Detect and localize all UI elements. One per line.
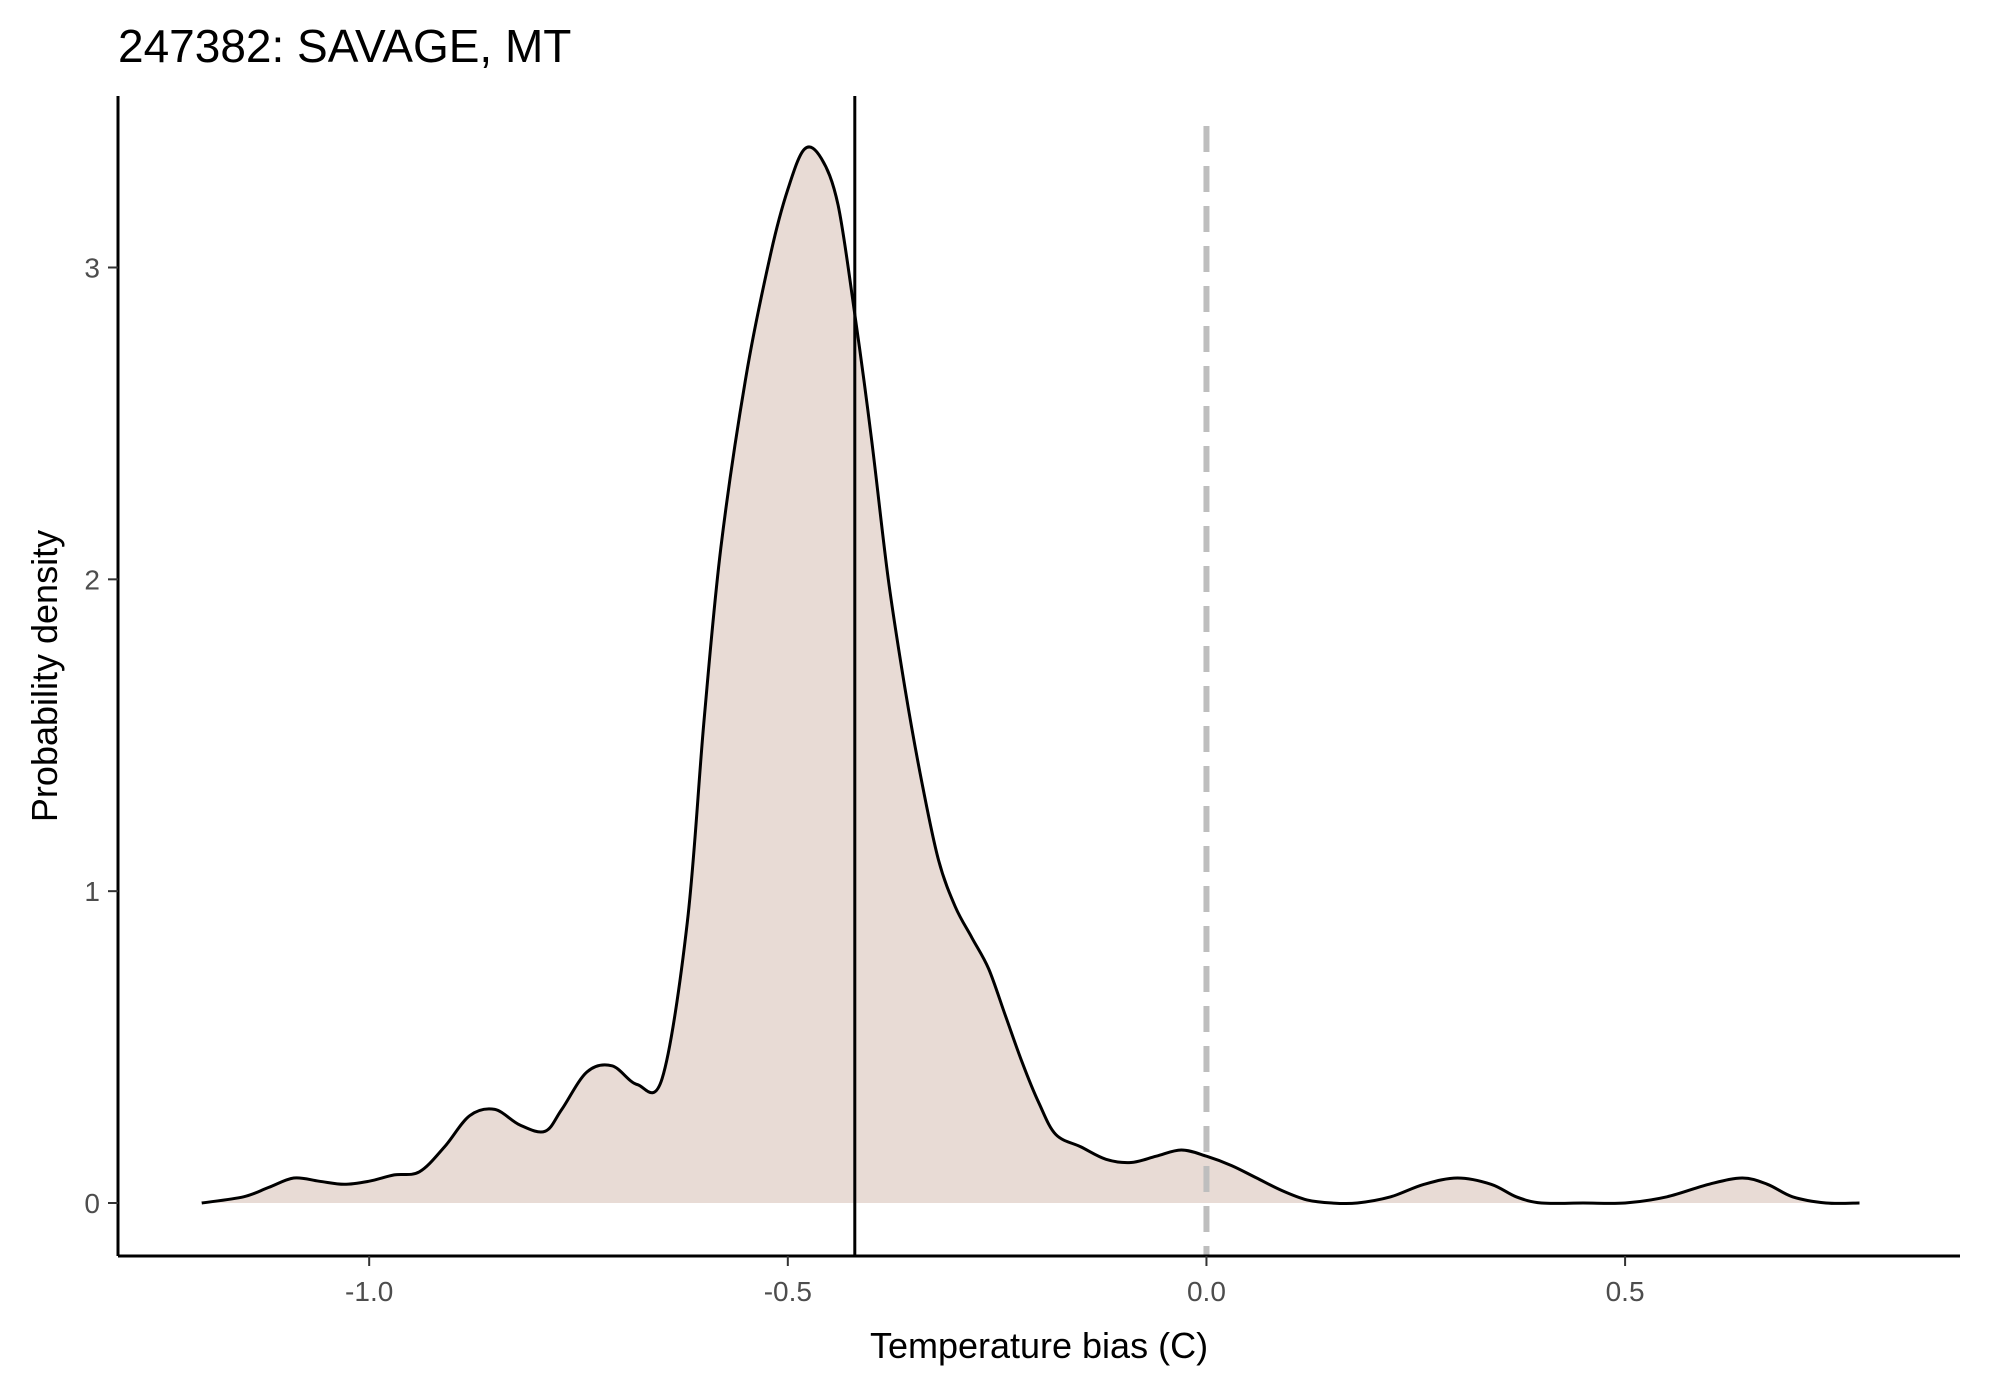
x-tick-label: 0.0	[1187, 1276, 1226, 1307]
y-tick-label: 3	[84, 253, 100, 284]
y-tick-label: 2	[84, 564, 100, 595]
x-tick-label: 0.5	[1606, 1276, 1645, 1307]
x-tick-label: -1.0	[345, 1276, 393, 1307]
x-axis-title: Temperature bias (C)	[870, 1325, 1208, 1366]
y-axis-title: Probability density	[24, 530, 65, 822]
x-axis-ticks: -1.0 -0.5 0.0 0.5	[345, 1256, 1645, 1307]
density-area-group	[201, 145, 1860, 1206]
chart-title: 247382: SAVAGE, MT	[118, 20, 571, 72]
y-tick-label: 0	[84, 1188, 100, 1219]
y-axis-ticks: 0 1 2 3	[84, 253, 118, 1219]
x-tick-label: -0.5	[764, 1276, 812, 1307]
density-line	[201, 145, 1860, 1206]
density-area	[201, 146, 1860, 1204]
y-tick-label: 1	[84, 876, 100, 907]
